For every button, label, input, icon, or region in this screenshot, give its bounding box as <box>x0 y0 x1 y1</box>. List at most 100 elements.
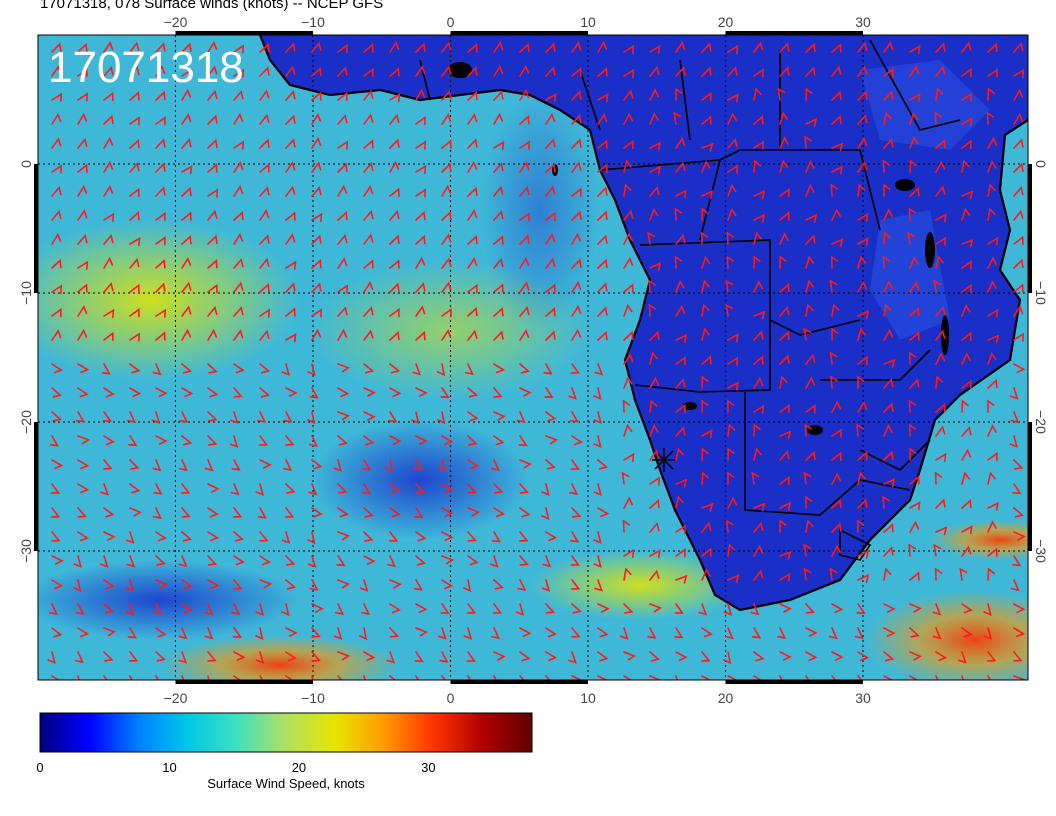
wind-barb <box>675 280 685 293</box>
wind-barb <box>363 329 374 341</box>
wind-barb <box>831 90 842 101</box>
lat-tick-label-right: 0 <box>1033 160 1049 168</box>
wind-barb <box>233 257 244 269</box>
wind-barb <box>831 498 842 509</box>
wind-barb <box>935 526 948 536</box>
wind-barb <box>649 262 662 272</box>
wind-barb <box>337 43 348 54</box>
wind-barb <box>805 66 816 77</box>
wind-barb <box>518 435 528 446</box>
wind-barb <box>285 211 296 221</box>
wind-barb <box>519 651 531 662</box>
wind-barb <box>805 353 816 365</box>
wind-barb <box>311 91 322 101</box>
wind-barb <box>831 43 842 53</box>
wind-barb <box>570 555 580 566</box>
wind-barb <box>103 256 114 269</box>
wind-barb <box>883 111 892 125</box>
wind-barb <box>571 187 582 197</box>
wind-barb <box>102 411 112 422</box>
wind-barb <box>103 184 114 197</box>
wind-barb <box>285 307 296 317</box>
wind-barb <box>831 522 842 533</box>
wind-barb <box>259 363 271 374</box>
wind-barb <box>649 549 661 559</box>
wind-barb <box>415 88 426 101</box>
wind-barb <box>542 555 552 568</box>
wind-barb <box>570 531 580 543</box>
wind-barb <box>493 483 504 494</box>
wind-barb <box>337 328 348 341</box>
wind-barb <box>493 387 503 398</box>
wind-barb <box>307 531 316 545</box>
wind-barb <box>259 675 264 680</box>
wind-barb <box>440 387 450 398</box>
wind-barb <box>727 543 736 557</box>
wind-barb <box>311 186 322 197</box>
wind-barb <box>388 531 399 542</box>
wind-barb <box>412 363 422 376</box>
wind-barb <box>675 356 686 366</box>
wind-barb <box>545 283 556 293</box>
wind-barb <box>570 459 580 470</box>
wind-barb <box>597 258 608 269</box>
wind-barb <box>753 544 764 557</box>
wind-barb <box>545 66 556 77</box>
wind-barb <box>935 498 946 509</box>
lon-tick-label-top: 0 <box>447 14 455 30</box>
wind-barb <box>389 387 402 398</box>
wind-barb <box>415 256 426 269</box>
wind-barb <box>389 579 402 589</box>
wind-barb <box>73 555 82 568</box>
wind-barb <box>285 260 297 270</box>
wind-barb <box>519 507 531 518</box>
wind-barb <box>649 449 660 461</box>
wind-barb <box>337 507 349 518</box>
wind-barb <box>155 555 166 566</box>
wind-barb <box>103 531 116 541</box>
wind-barb <box>466 603 477 614</box>
africa-landmass <box>38 35 1028 610</box>
wind-barb <box>727 164 739 174</box>
wind-barb <box>415 65 426 77</box>
wind-barb <box>675 233 686 245</box>
wind-barb <box>1013 283 1024 293</box>
wind-barb <box>779 475 790 486</box>
wind-barb <box>467 329 478 341</box>
wind-barb <box>128 435 138 447</box>
wind-barb <box>593 483 602 497</box>
wind-barb <box>883 651 895 662</box>
wind-barb <box>129 507 142 517</box>
lon-tick-label-bottom: 10 <box>580 690 596 706</box>
wind-barb <box>491 531 502 543</box>
wind-barb <box>103 212 115 222</box>
wind-barb <box>337 184 348 197</box>
trade-wind-band <box>38 220 300 380</box>
wind-barb <box>961 190 974 200</box>
wind-barb <box>569 411 579 423</box>
wind-barb <box>363 531 374 542</box>
wind-barb <box>675 651 688 662</box>
wind-barb <box>493 185 504 197</box>
lon-tick-label-bottom: 20 <box>718 690 734 706</box>
wind-barb <box>362 459 372 471</box>
wind-barb <box>571 435 583 446</box>
wind-barb <box>259 66 270 77</box>
wind-barb <box>387 555 396 568</box>
wind-barb <box>883 208 893 221</box>
wind-barb <box>155 675 160 680</box>
wind-barb <box>311 328 322 341</box>
wind-barb <box>648 279 656 293</box>
wind-barb <box>831 327 839 341</box>
wind-barb <box>519 140 531 150</box>
wind-barb <box>77 328 88 341</box>
wind-barb <box>311 161 322 173</box>
wind-barb <box>935 87 944 101</box>
southern-jet <box>160 635 400 680</box>
wind-barb <box>441 139 452 149</box>
wind-barb <box>698 603 708 616</box>
wind-barb <box>883 450 894 461</box>
wind-barb <box>805 627 818 637</box>
wind-barb <box>311 603 324 613</box>
wind-barb <box>987 399 995 413</box>
